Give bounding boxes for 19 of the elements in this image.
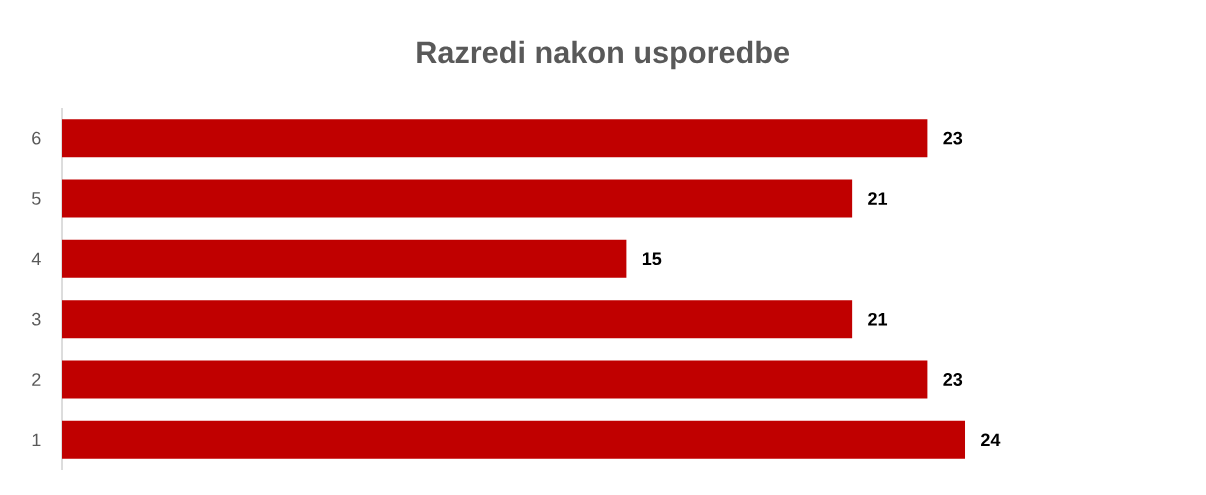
data-label: 23	[943, 131, 963, 145]
data-label: 21	[868, 312, 888, 326]
bar	[62, 420, 966, 459]
y-tick-label: 4	[31, 252, 41, 266]
data-label: 23	[943, 373, 963, 386]
bar	[62, 360, 928, 399]
data-label: 21	[868, 192, 888, 205]
data-label: 15	[642, 252, 662, 266]
bar	[62, 119, 928, 158]
bar	[62, 239, 627, 278]
y-tick-label: 6	[32, 131, 41, 145]
chart-title: Razredi nakon usporedbe	[417, 40, 790, 70]
y-tick-label: 5	[32, 192, 41, 205]
y-tick-label: 2	[32, 373, 41, 386]
data-label: 24	[981, 433, 1001, 447]
bar	[62, 179, 853, 218]
y-tick-label: 3	[31, 312, 41, 326]
y-tick-label: 1	[32, 433, 41, 447]
bar	[62, 300, 853, 339]
